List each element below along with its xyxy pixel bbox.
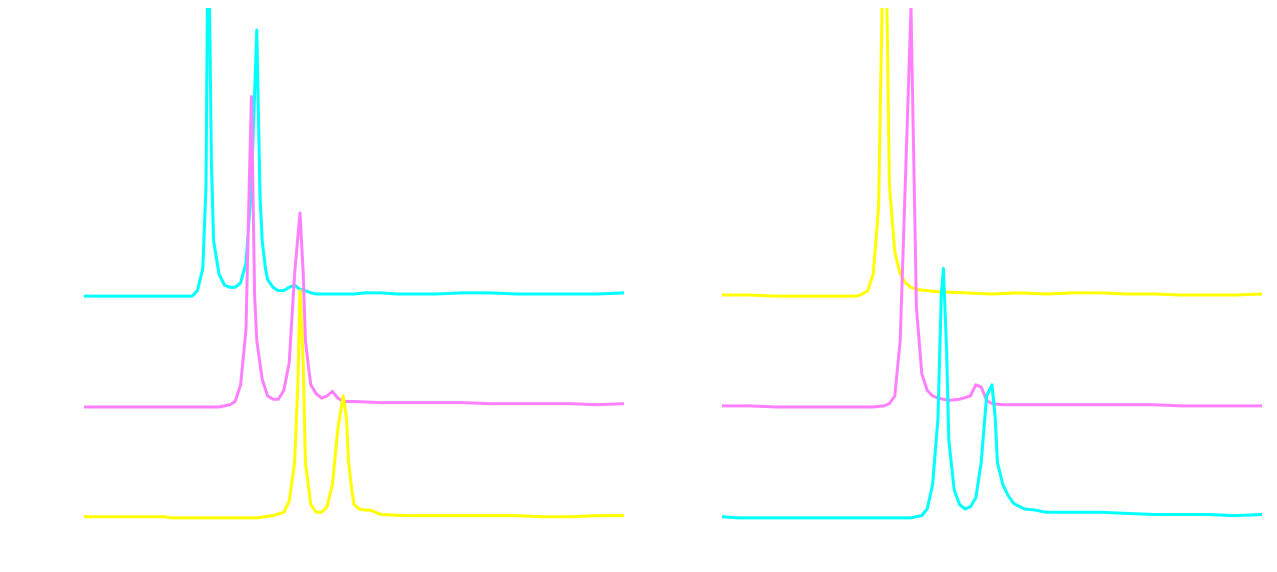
right-series-magenta	[722, 8, 1262, 409]
right-series-yellow	[722, 8, 1262, 298]
right-chart	[722, 8, 1262, 520]
left-series-yellow	[84, 289, 624, 520]
left-series-cyan	[84, 8, 624, 298]
left-chart	[84, 8, 624, 520]
left-series-magenta	[84, 95, 624, 409]
right-series-cyan	[722, 266, 1262, 520]
